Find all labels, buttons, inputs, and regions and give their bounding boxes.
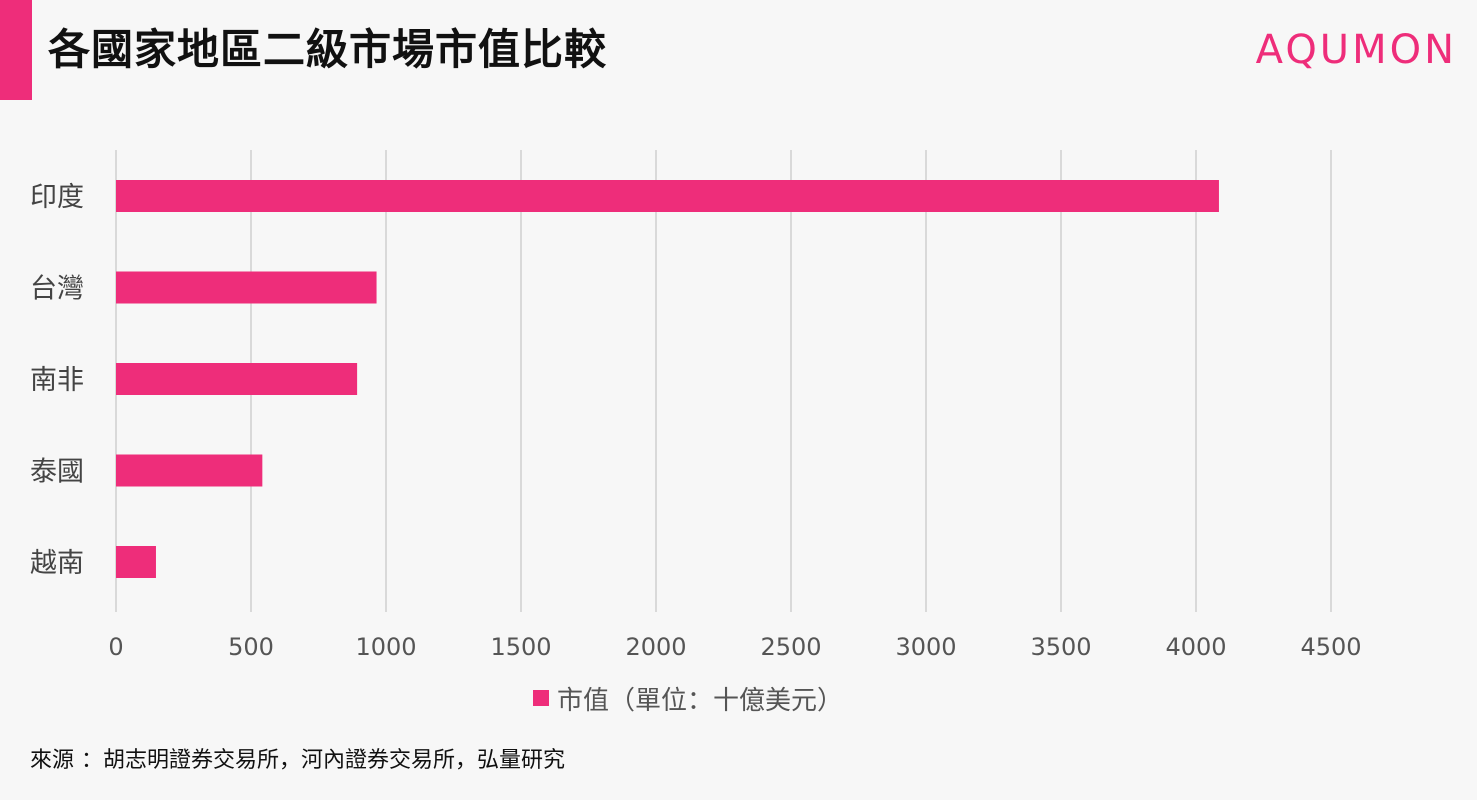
bar-4 — [116, 454, 263, 487]
bar-chart: 0 500 1000 1500 2000 2500 3000 3500 4000 4500 印度台灣… — [30, 150, 1362, 661]
aqumon-logo: AQUMON — [1255, 27, 1457, 73]
chart-legend: 市值（單位：十億美元） — [533, 680, 843, 716]
x-tick-label: 2500 — [760, 633, 821, 661]
page-title: 各國家地區二級市場市值比較 — [48, 25, 608, 74]
x-tick-label: 3000 — [895, 633, 956, 661]
source-note: 來源 ：胡志明證券交易所，河內證券交易所，弘量研究 — [30, 748, 565, 773]
bar-3 — [116, 363, 358, 395]
x-tick-label: 3500 — [1030, 633, 1091, 661]
x-tick-label: 0 — [108, 633, 123, 661]
bar-2 — [116, 271, 377, 304]
category-label: 台灣 — [30, 274, 84, 305]
category-label: 南非 — [30, 365, 84, 396]
x-tick-label: 1500 — [490, 633, 551, 661]
title-accent-bar — [0, 0, 32, 100]
legend-swatch — [533, 690, 549, 706]
category-label: 泰國 — [30, 457, 84, 488]
bar-5 — [116, 546, 156, 578]
x-tick-label: 4500 — [1300, 633, 1361, 661]
x-tick-label: 1000 — [355, 633, 416, 661]
x-tick-label: 2000 — [625, 633, 686, 661]
category-label: 印度 — [30, 182, 84, 213]
legend-label: 市值（單位：十億美元） — [557, 685, 844, 716]
x-tick-label: 4000 — [1165, 633, 1226, 661]
x-tick-label: 500 — [228, 633, 274, 661]
category-label: 越南 — [30, 548, 84, 579]
bar-1 — [116, 180, 1219, 212]
